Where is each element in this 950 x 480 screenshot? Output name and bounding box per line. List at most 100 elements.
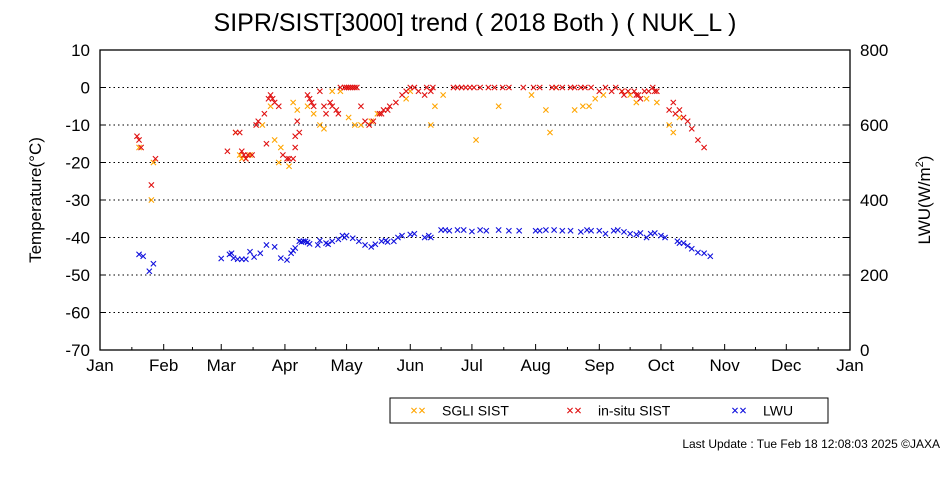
- data-point: [596, 88, 603, 95]
- y-tick-label: -50: [65, 266, 90, 285]
- data-point: [602, 84, 609, 91]
- legend-box: [389, 397, 829, 424]
- data-point: [253, 122, 260, 128]
- data-point: [267, 92, 274, 98]
- data-point: [666, 107, 673, 113]
- data-point: [133, 133, 140, 140]
- data-point: [477, 84, 484, 91]
- data-point: [707, 253, 714, 260]
- legend-marker: [740, 407, 746, 414]
- data-point: [670, 99, 677, 106]
- data-point: [411, 230, 418, 237]
- y2-tick-label: 800: [860, 41, 888, 60]
- data-point: [355, 238, 362, 245]
- data-point: [688, 125, 695, 132]
- legend-label: SGLI SIST: [442, 403, 509, 419]
- data-point: [454, 227, 461, 233]
- data-point: [343, 232, 350, 239]
- data-point: [283, 155, 290, 162]
- data-point: [316, 237, 323, 244]
- data-point: [536, 84, 543, 91]
- data-point: [427, 88, 434, 95]
- y2-tick-label: 0: [860, 341, 869, 360]
- data-point: [499, 84, 506, 91]
- data-point: [271, 243, 278, 250]
- data-point: [542, 227, 549, 233]
- y2-axis-label-end: ): [915, 156, 934, 162]
- data-point: [329, 88, 336, 95]
- x-tick-label: Aug: [520, 356, 550, 375]
- data-point: [491, 84, 498, 91]
- data-point: [421, 92, 428, 98]
- legend: SGLI SIST in-situ SIST LWU: [389, 397, 829, 424]
- data-point: [292, 144, 299, 151]
- legend-marker: [575, 407, 581, 414]
- grid-lines: [100, 87, 850, 313]
- data-point: [238, 148, 245, 155]
- y-tick-label: -40: [65, 229, 90, 248]
- data-point: [275, 103, 282, 110]
- data-point: [637, 95, 644, 102]
- data-point: [653, 99, 660, 106]
- data-point: [320, 103, 327, 110]
- data-point: [680, 240, 687, 247]
- data-point: [150, 260, 157, 267]
- data-point: [516, 227, 523, 234]
- data-point: [431, 103, 438, 110]
- data-point: [224, 148, 231, 155]
- data-point: [528, 92, 535, 98]
- data-point: [483, 227, 490, 234]
- data-point: [421, 234, 428, 241]
- data-point: [323, 110, 330, 117]
- data-point: [701, 144, 708, 151]
- data-point: [294, 107, 301, 113]
- y-tick-label: -60: [65, 304, 90, 323]
- data-point: [468, 228, 475, 235]
- data-point: [592, 95, 599, 102]
- data-point: [138, 144, 145, 151]
- chart-title: SIPR/SIST[3000] trend ( 2018 Both ) ( NU…: [214, 9, 737, 37]
- data-point: [588, 227, 595, 234]
- data-point: [470, 84, 477, 91]
- data-point: [440, 92, 447, 98]
- data-point: [701, 250, 708, 257]
- data-point: [620, 228, 627, 235]
- data-point: [684, 242, 691, 249]
- data-point: [577, 228, 584, 235]
- data-point: [329, 238, 336, 245]
- data-point: [495, 227, 502, 233]
- data-point: [308, 99, 315, 106]
- data-point: [353, 84, 360, 91]
- legend-marker: [419, 407, 425, 414]
- legend-marker: [567, 407, 573, 414]
- data-point: [306, 95, 313, 102]
- data-point: [571, 84, 578, 91]
- data-point: [495, 103, 502, 110]
- data-point: [300, 238, 307, 245]
- y2-axis-label-main: LWU(W/m: [915, 167, 934, 244]
- series-lwu: [136, 227, 714, 275]
- last-update-footer: Last Update : Tue Feb 18 12:08:03 2025 ©…: [682, 437, 940, 451]
- data-point: [505, 227, 512, 234]
- data-point: [394, 234, 401, 241]
- data-point: [392, 99, 399, 106]
- data-point: [335, 110, 342, 117]
- data-point: [670, 129, 677, 136]
- y-tick-label: 10: [71, 41, 90, 60]
- data-point: [651, 230, 658, 236]
- data-point: [146, 268, 153, 275]
- data-point: [251, 254, 258, 260]
- data-point: [612, 84, 619, 91]
- data-point: [427, 234, 434, 241]
- data-point: [581, 84, 588, 91]
- data-point: [242, 155, 249, 162]
- data-point: [368, 243, 375, 250]
- plot-frame: [99, 49, 851, 351]
- data-point: [415, 88, 422, 95]
- data-point: [249, 152, 256, 158]
- data-point: [657, 232, 664, 239]
- data-point: [345, 114, 352, 121]
- data-point: [290, 155, 297, 162]
- data-point: [384, 239, 391, 245]
